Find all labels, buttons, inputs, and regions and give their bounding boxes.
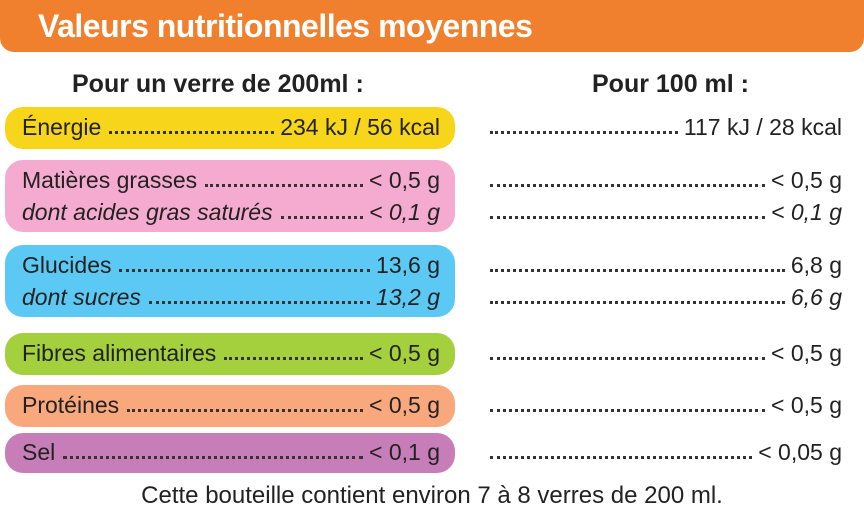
nutrient-value: 6,6 g: [790, 284, 842, 310]
leader-dots: [490, 184, 766, 187]
row-band: [5, 385, 455, 427]
nutrient-value: < 0,5 g: [771, 340, 842, 366]
nutrient-value: < 0,5 g: [369, 392, 440, 418]
nutrient-label: Énergie: [22, 114, 102, 140]
title: Valeurs nutritionnelles moyennes: [38, 8, 533, 44]
header-glass: Pour un verre de 200ml :: [72, 70, 364, 98]
nutrient-value: < 0,5 g: [369, 167, 440, 193]
leader-dots: [490, 357, 766, 360]
nutrient-value: < 0,5 g: [771, 392, 842, 418]
nutrient-line: dont sucres 13,2 g: [22, 281, 440, 311]
title-bar: Valeurs nutritionnelles moyennes: [0, 0, 864, 52]
nutrient-line: < 0,1 g: [482, 196, 842, 226]
nutrient-line: 6,8 g: [482, 249, 842, 279]
leader-dots: [205, 184, 364, 187]
nutrient-line: 6,6 g: [482, 281, 842, 311]
nutrient-label: Glucides: [22, 252, 112, 278]
row-band: [5, 433, 455, 473]
nutrient-value: 117 kJ / 28 kcal: [683, 114, 842, 140]
nutrient-value: 13,6 g: [376, 252, 440, 278]
leader-dots: [119, 269, 371, 272]
header-100ml: Pour 100 ml :: [592, 70, 749, 98]
leader-dots: [490, 409, 766, 412]
nutrient-label: dont acides gras saturés: [22, 199, 273, 225]
nutrient-value: < 0,05 g: [758, 439, 842, 465]
nutrient-line: < 0,5 g: [482, 164, 842, 194]
leader-dots: [280, 216, 364, 219]
row-band: [5, 245, 455, 317]
leader-dots: [109, 131, 275, 134]
row-band: [5, 160, 455, 232]
leader-dots: [224, 357, 364, 360]
leader-dots: [490, 216, 766, 219]
nutrient-line: dont acides gras saturés < 0,1 g: [22, 196, 440, 226]
leader-dots: [490, 301, 785, 304]
nutrient-value: < 0,1 g: [771, 199, 842, 225]
nutrient-value: 234 kJ / 56 kcal: [280, 114, 440, 140]
nutrient-line: 117 kJ / 28 kcal: [482, 111, 842, 141]
nutrient-value: < 0,1 g: [369, 199, 440, 225]
leader-dots: [63, 456, 364, 459]
leader-dots: [490, 131, 678, 134]
nutrient-line: Matières grasses < 0,5 g: [22, 164, 440, 194]
footer: Cette bouteille contient environ 7 à 8 v…: [141, 482, 723, 509]
nutrient-line: < 0,5 g: [482, 389, 842, 419]
nutrient-label: dont sucres: [22, 284, 141, 310]
nutrient-line: Fibres alimentaires < 0,5 g: [22, 337, 440, 367]
nutrient-value: < 0,5 g: [771, 167, 842, 193]
nutrient-line: < 0,5 g: [482, 337, 842, 367]
row-band: [5, 333, 455, 375]
nutrient-line: Énergie 234 kJ / 56 kcal: [22, 111, 440, 141]
nutrient-label: Matières grasses: [22, 167, 198, 193]
row-band: [5, 107, 455, 149]
nutrient-label: Protéines: [22, 392, 120, 418]
nutrient-value: 13,2 g: [376, 284, 440, 310]
nutrient-line: Glucides 13,6 g: [22, 249, 440, 279]
leader-dots: [127, 409, 364, 412]
nutrient-value: < 0,1 g: [369, 439, 440, 465]
nutrient-line: Protéines < 0,5 g: [22, 389, 440, 419]
nutrient-label: Sel: [22, 439, 56, 465]
leader-dots: [490, 456, 753, 459]
leader-dots: [148, 301, 371, 304]
leader-dots: [490, 269, 785, 272]
nutrient-line: < 0,05 g: [482, 436, 842, 466]
nutrient-value: 6,8 g: [790, 252, 842, 278]
nutrient-value: < 0,5 g: [369, 340, 440, 366]
nutrient-label: Fibres alimentaires: [22, 340, 217, 366]
nutrient-line: Sel < 0,1 g: [22, 436, 440, 466]
